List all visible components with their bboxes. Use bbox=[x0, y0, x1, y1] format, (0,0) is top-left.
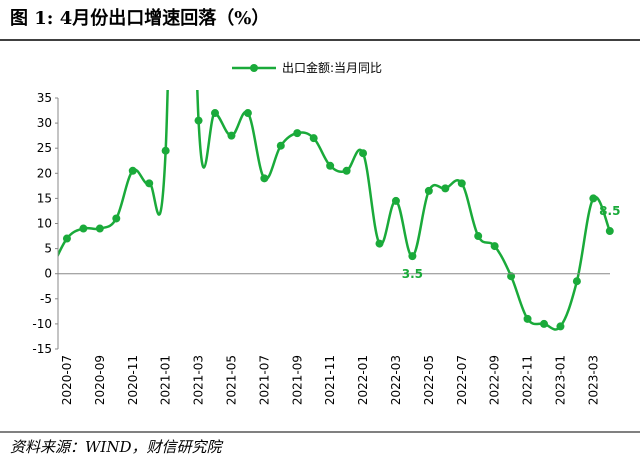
point bbox=[128, 166, 137, 175]
y-tick-label: 25 bbox=[37, 141, 52, 155]
point bbox=[572, 277, 581, 286]
x-tick-label: 2020-07 bbox=[60, 355, 74, 405]
point bbox=[161, 146, 170, 155]
point bbox=[605, 227, 614, 236]
x-tick-label: 2021-09 bbox=[290, 355, 304, 405]
x-tick-label: 2023-01 bbox=[553, 355, 567, 405]
y-tick-label: 0 bbox=[44, 267, 52, 281]
x-tick-label: 2021-05 bbox=[224, 355, 238, 405]
point bbox=[243, 109, 252, 118]
y-tick-label: 5 bbox=[44, 242, 52, 256]
point bbox=[424, 186, 433, 195]
data-label: 3.5 bbox=[402, 267, 423, 281]
y-tick-label: -10 bbox=[32, 317, 52, 331]
line bbox=[58, 90, 611, 331]
point bbox=[441, 184, 450, 193]
y-tick-label: 30 bbox=[37, 116, 52, 130]
point bbox=[95, 224, 104, 233]
point bbox=[62, 234, 71, 243]
x-tick-label: 2021-03 bbox=[192, 355, 206, 405]
point bbox=[309, 134, 318, 143]
point bbox=[523, 314, 532, 323]
x-tick-label: 2022-01 bbox=[356, 355, 370, 405]
y-tick-label: 20 bbox=[37, 166, 52, 180]
x-tick-label: 2023-03 bbox=[586, 355, 600, 405]
x-tick-label: 2021-07 bbox=[257, 355, 271, 405]
x-tick-label: 2022-07 bbox=[455, 355, 469, 405]
x-tick-label: 2020-09 bbox=[93, 355, 107, 405]
point bbox=[260, 174, 269, 183]
point bbox=[507, 272, 516, 281]
x-tick-label: 2022-09 bbox=[488, 355, 502, 405]
plot-area bbox=[58, 90, 614, 331]
y-tick-label: -5 bbox=[40, 292, 52, 306]
point bbox=[145, 179, 154, 188]
point bbox=[589, 194, 598, 203]
data-label: 8.5 bbox=[599, 204, 620, 218]
point bbox=[326, 161, 335, 170]
point bbox=[359, 149, 368, 158]
x-tick-label: 2021-11 bbox=[323, 355, 337, 405]
x-tick-label: 2020-11 bbox=[126, 355, 140, 405]
point bbox=[540, 319, 548, 328]
point bbox=[79, 224, 88, 233]
x-tick-label: 2022-05 bbox=[422, 355, 436, 405]
point bbox=[556, 322, 565, 331]
point bbox=[194, 116, 203, 125]
x-tick-label: 2022-03 bbox=[389, 355, 403, 405]
chart-title: 图 1: 4月份出口增速回落（%） bbox=[10, 7, 269, 29]
y-tick-label: 10 bbox=[37, 217, 52, 231]
source: 资料来源：WIND，财信研究院 bbox=[10, 438, 223, 456]
point bbox=[457, 179, 466, 188]
x-tick-label: 2022-11 bbox=[521, 355, 535, 405]
point bbox=[211, 109, 219, 118]
point bbox=[293, 129, 302, 138]
point bbox=[490, 242, 499, 251]
x-tick-label: 2021-01 bbox=[159, 355, 173, 405]
y-tick-label: 35 bbox=[37, 91, 52, 105]
y-tick-label: 15 bbox=[37, 191, 52, 205]
point bbox=[112, 214, 121, 223]
point bbox=[408, 252, 417, 261]
legend-marker bbox=[250, 64, 258, 72]
y-tick-label: -15 bbox=[32, 342, 52, 356]
point bbox=[276, 141, 285, 150]
point bbox=[342, 166, 351, 175]
point bbox=[375, 239, 384, 248]
point bbox=[227, 131, 236, 140]
point bbox=[474, 232, 483, 241]
legend-label: 出口金额:当月同比 bbox=[282, 60, 382, 75]
point bbox=[391, 196, 400, 205]
